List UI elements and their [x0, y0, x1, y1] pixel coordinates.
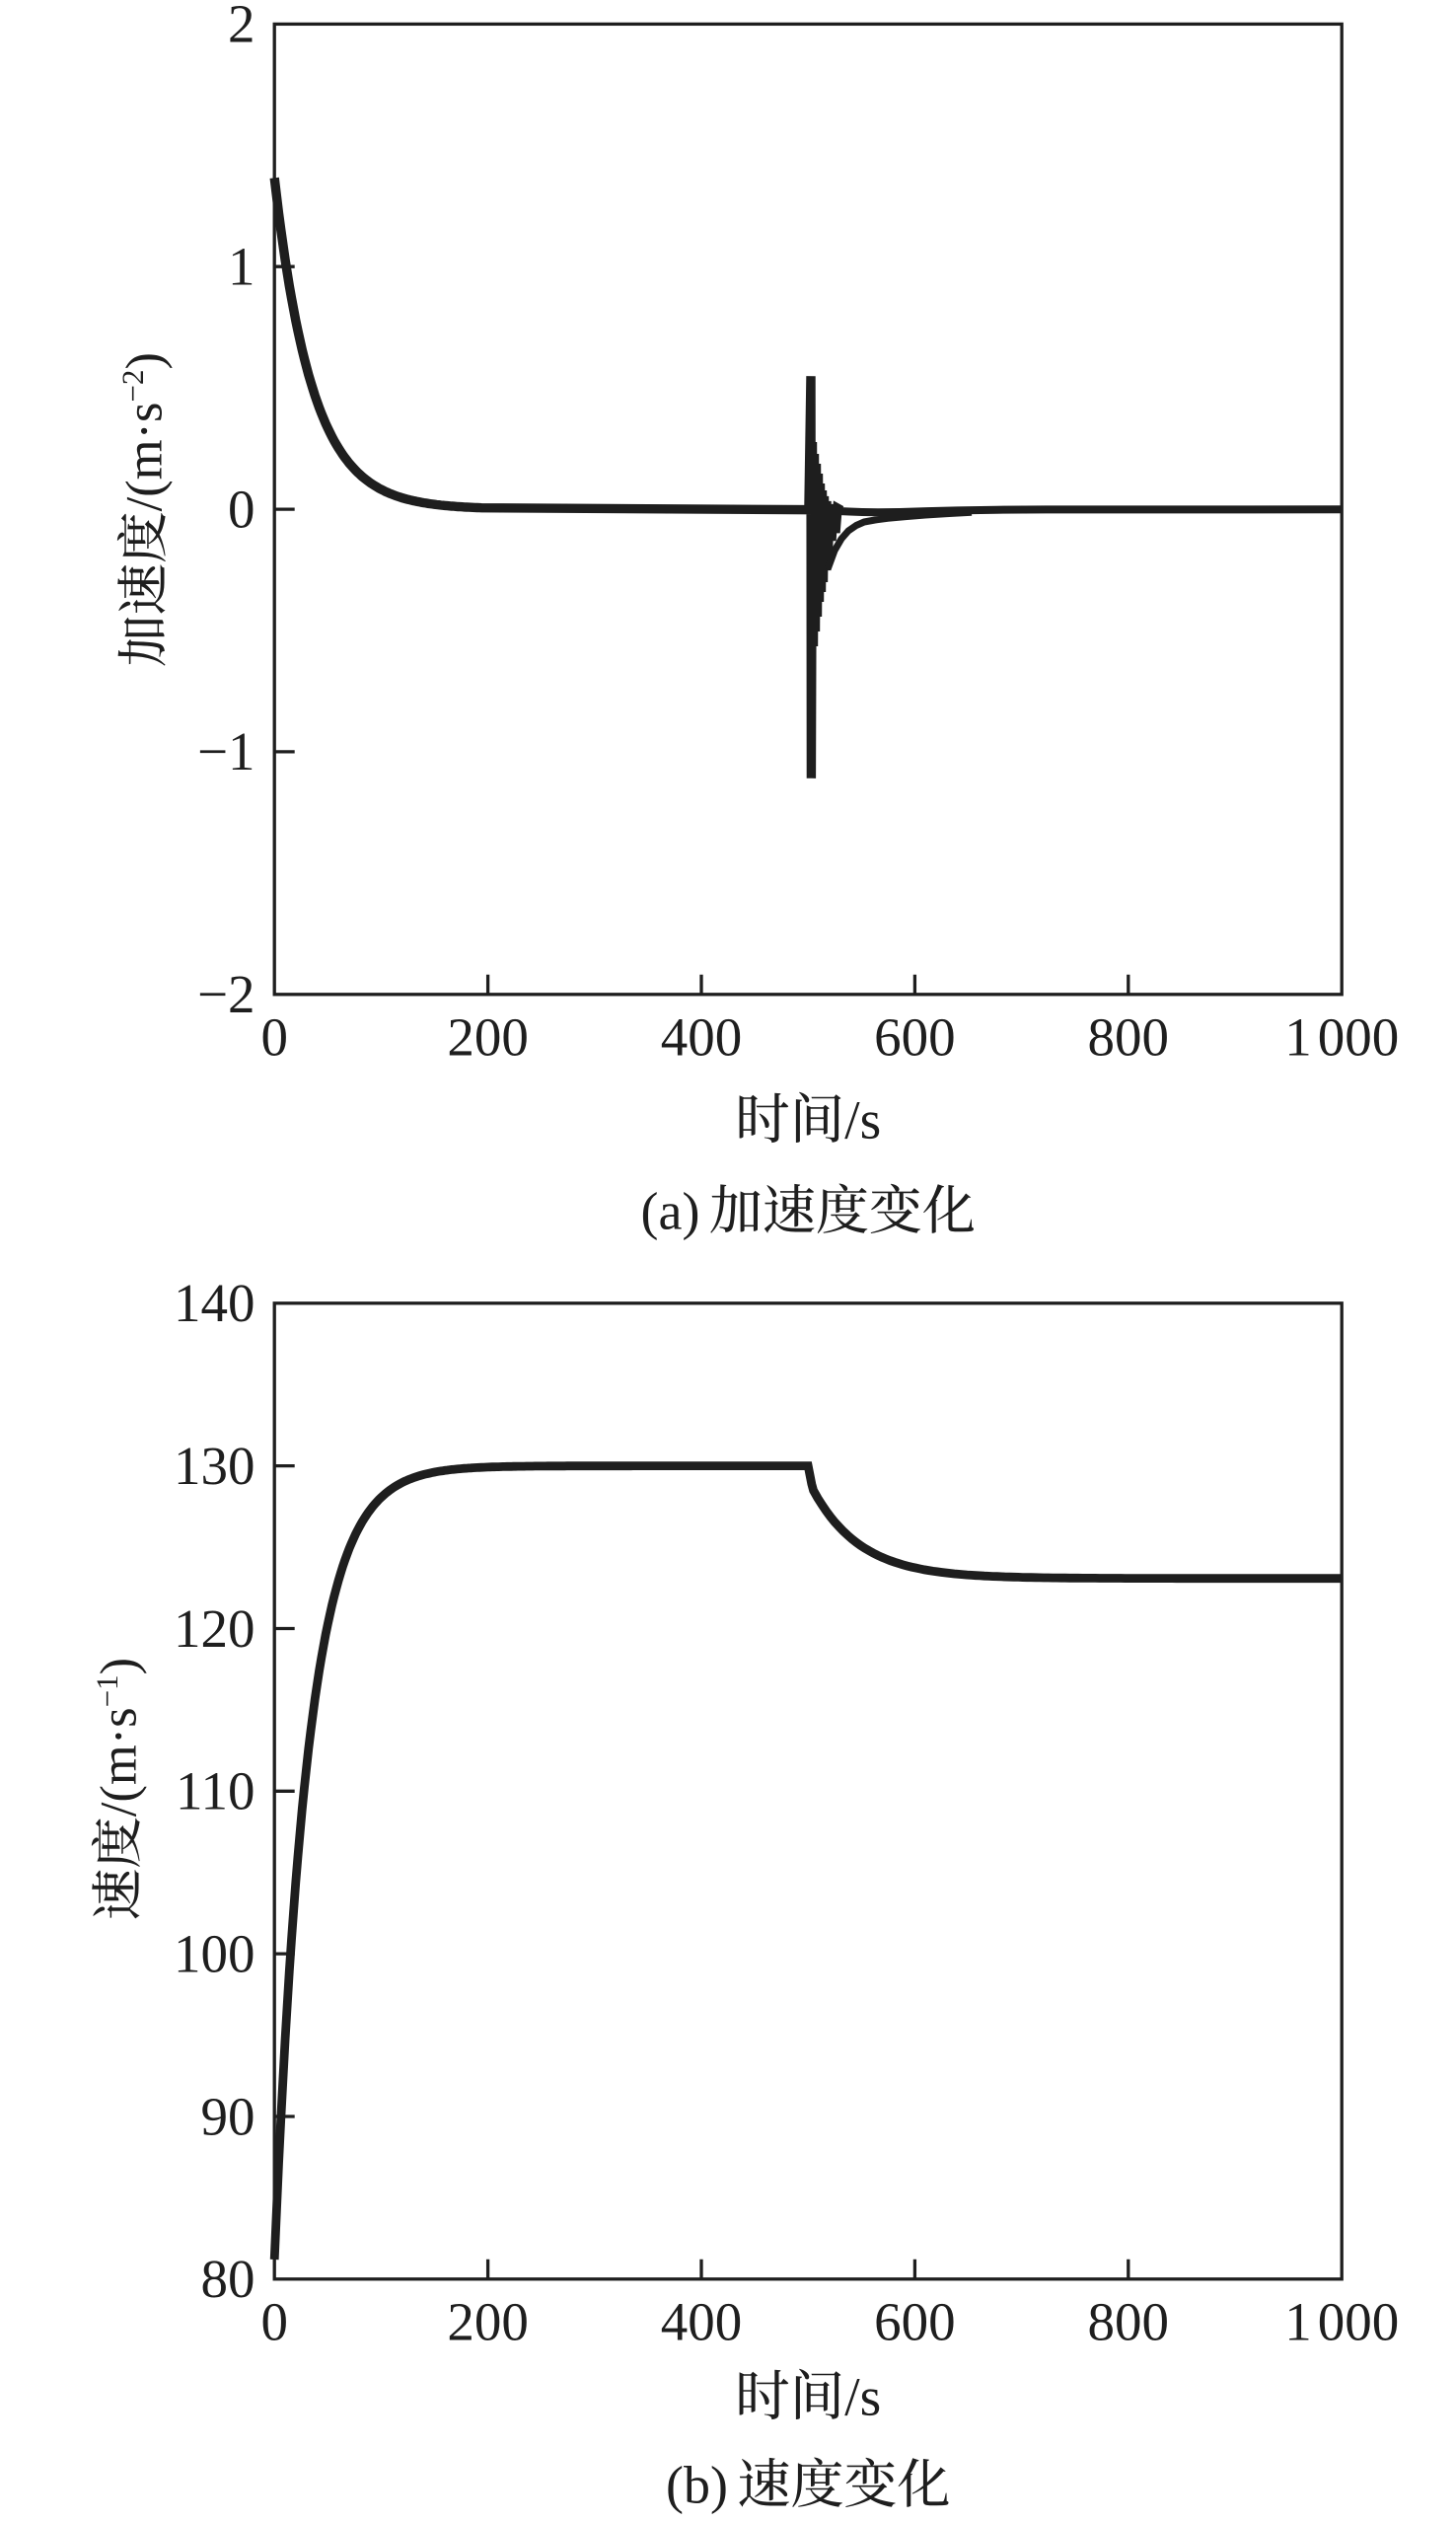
svg-text:0: 0: [260, 2292, 288, 2352]
svg-text:0: 0: [228, 479, 255, 539]
svg-text:90: 90: [201, 2086, 255, 2146]
svg-text:800: 800: [1088, 2292, 1170, 2352]
svg-text:600: 600: [874, 2292, 956, 2352]
svg-text:110: 110: [176, 1761, 255, 1821]
svg-text:800: 800: [1088, 1007, 1170, 1068]
svg-text:−1: −1: [197, 721, 255, 781]
svg-text:2: 2: [228, 0, 255, 54]
svg-text:100: 100: [174, 1923, 255, 1983]
svg-text:400: 400: [661, 1007, 743, 1068]
svg-text:1: 1: [228, 237, 255, 297]
svg-text:200: 200: [447, 2292, 529, 2352]
svg-text:0: 0: [260, 1007, 288, 1068]
svg-text:80: 80: [201, 2249, 255, 2309]
svg-text:130: 130: [174, 1436, 255, 1496]
svg-text:120: 120: [174, 1598, 255, 1659]
svg-text:−2: −2: [197, 964, 255, 1024]
svg-text:140: 140: [174, 1273, 255, 1333]
svg-text:200: 200: [447, 1007, 529, 1068]
svg-text:400: 400: [661, 2292, 743, 2352]
svg-text:600: 600: [874, 1007, 956, 1068]
